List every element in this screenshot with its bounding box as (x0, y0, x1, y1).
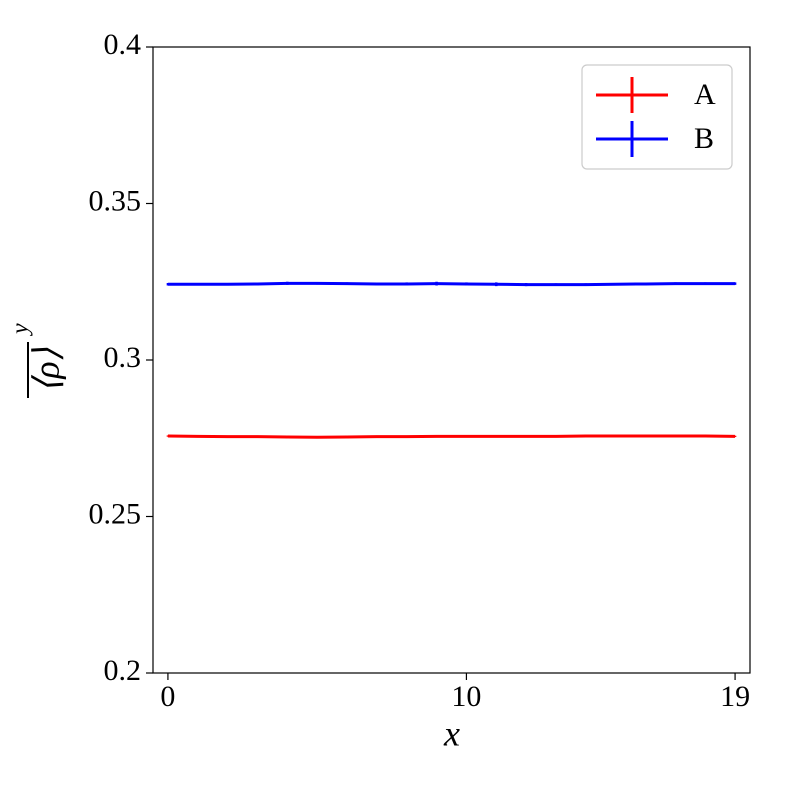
x-tick-label: 10 (451, 680, 481, 713)
legend-box (581, 64, 733, 170)
y-tick-label: 0.4 (104, 28, 142, 61)
y-tick-label: 0.25 (89, 497, 142, 530)
y-tick-label: 0.35 (89, 184, 142, 217)
legend: AB (581, 64, 733, 170)
plot-frame (152, 46, 751, 674)
x-axis-label: x (443, 713, 460, 753)
x-tick-label: 0 (160, 680, 175, 713)
y-axis-label-superscript: y (8, 323, 34, 336)
series-line (167, 434, 736, 439)
series-line (167, 281, 736, 287)
y-tick-label: 0.2 (104, 654, 142, 687)
y-tick-label: 0.3 (104, 341, 142, 374)
x-tick-label: 19 (720, 680, 750, 713)
legend-label: A (694, 78, 716, 111)
y-axis-label: ⟨ρ⟩ (26, 347, 66, 392)
legend-label: B (694, 122, 714, 155)
y-axis-label-group: ⟨ρ⟩ y (8, 323, 66, 398)
